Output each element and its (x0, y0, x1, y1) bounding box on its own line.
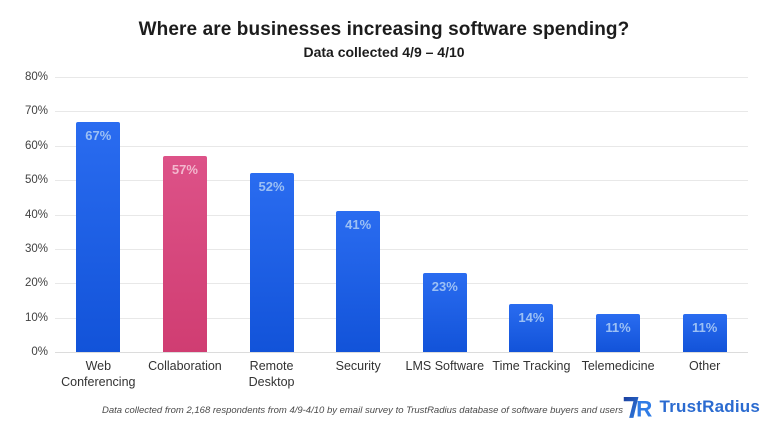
trustradius-logo-icon: R (623, 396, 652, 421)
x-category-label-security: Security (335, 359, 381, 373)
footnote: Data collected from 2,168 respondents fr… (101, 405, 623, 416)
y-tick-label: 10% (24, 311, 48, 324)
x-category-label-lms-software: LMS Software (405, 359, 485, 373)
chart-title: Where are businesses increasing software… (138, 19, 630, 40)
x-category-label-time-tracking: Time Tracking (492, 359, 571, 373)
trustradius-logo-text: TrustRadius (659, 397, 760, 416)
y-tick-label: 60% (24, 139, 48, 152)
bar-other: 11% (682, 314, 727, 352)
y-tick-label: 40% (24, 208, 48, 221)
bar-value-label: 57% (171, 162, 198, 178)
bar-telemedicine: 11% (596, 314, 641, 352)
bar-collaboration: 57% (162, 156, 207, 352)
y-tick-label: 0% (31, 346, 48, 358)
trustradius-logo: R TrustRadius (623, 393, 760, 421)
bar-time-tracking: 14% (509, 303, 554, 352)
gridline (55, 111, 748, 113)
x-category-label-telemedicine: Telemedicine (581, 359, 655, 373)
chart-subtitle: Data collected 4/9 – 4/10 (303, 44, 465, 60)
x-category-label-web-conferencing: Web Conferencing (61, 359, 136, 389)
bar-lms-software: 23% (422, 272, 467, 352)
plot-area: 67% 57% 52% 41% 23% 14% 11% 11% (55, 77, 748, 353)
bar-value-label: 11% (692, 320, 718, 336)
bar-web-conferencing: 67% (76, 121, 121, 352)
x-category-label-other: Other (689, 359, 721, 373)
gridline (55, 248, 748, 250)
y-tick-label: 70% (24, 105, 48, 118)
bar-value-label: 67% (85, 127, 112, 143)
bar-value-label: 14% (518, 309, 545, 325)
bar-value-label: 52% (258, 179, 285, 195)
bar-security: 41% (336, 211, 381, 352)
y-tick-label: 20% (24, 277, 48, 290)
bar-remote-desktop: 52% (249, 173, 294, 352)
bar-value-label: 23% (431, 278, 458, 294)
y-tick-label: 30% (24, 242, 48, 255)
gridline (55, 145, 748, 147)
gridline (55, 180, 748, 182)
gridline (55, 317, 748, 319)
y-tick-label: 50% (24, 174, 48, 187)
bar-value-label: 11% (605, 320, 631, 336)
x-category-label-collaboration: Collaboration (148, 359, 222, 373)
gridline (55, 283, 748, 285)
gridline (55, 352, 748, 353)
bar-value-label: 41% (345, 217, 372, 233)
svg-text:R: R (636, 396, 652, 421)
y-tick-label: 80% (24, 71, 48, 83)
gridline (55, 214, 748, 216)
gridline (55, 77, 748, 78)
x-category-label-remote-desktop: Remote Desktop (248, 359, 295, 389)
